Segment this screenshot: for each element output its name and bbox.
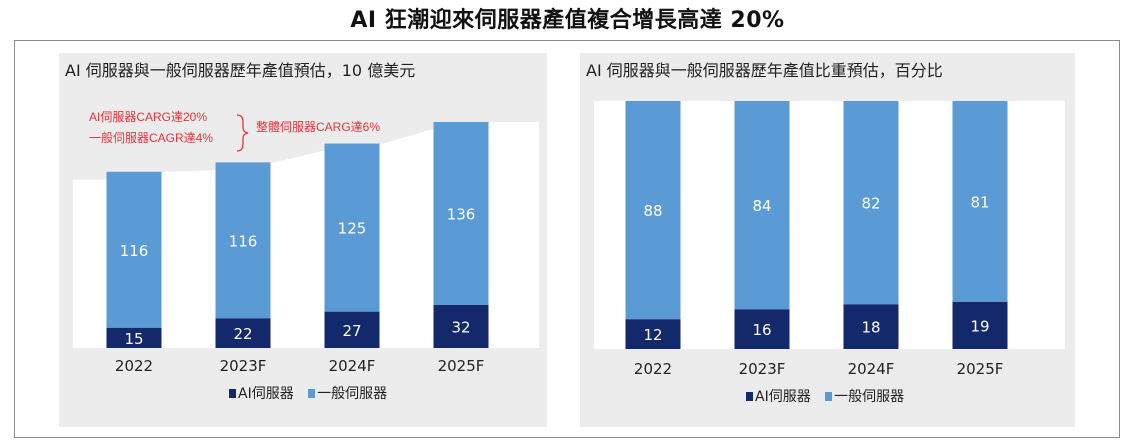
legend-swatch: [825, 392, 833, 401]
x-tick-label: 2024F: [329, 357, 376, 375]
data-label-general: 82: [861, 195, 880, 213]
annotation-general-cagr: 一般伺服器CAGR達4%: [89, 131, 214, 145]
legend-item-ai: AI伺服器: [229, 386, 294, 402]
x-tick-label: 2022: [115, 357, 153, 375]
legend-item-general: 一般伺服器: [308, 386, 387, 402]
data-label-ai: 16: [752, 321, 771, 339]
bar-ai: [625, 319, 681, 349]
data-label-ai: 27: [342, 322, 361, 340]
data-label-ai: 22: [233, 325, 252, 343]
data-label-general: 125: [338, 220, 367, 238]
data-label-general: 136: [447, 205, 476, 223]
legend-label: 一般伺服器: [317, 386, 388, 402]
plot-area: [73, 122, 539, 348]
x-tick-label: 2025F: [957, 360, 1004, 378]
panel-server-value: AI 伺服器與一般伺服器歷年產值預估，10 億美元 116 15 2022 116 22…: [59, 53, 547, 427]
bar-general: [952, 101, 1008, 302]
data-label-general: 81: [970, 193, 989, 211]
data-label-general: 116: [120, 242, 149, 260]
panel-server-share: AI 伺服器與一般伺服器歷年產值比重預估，百分比 88 12 2022 84 16 202…: [580, 53, 1075, 427]
legend: AI伺服器 一般伺服器: [229, 383, 397, 403]
bar-general: [215, 162, 271, 319]
bar-general: [106, 171, 162, 328]
chart-server-share: 88 12 2022 84 16 2023F 82 18 2024F 81 19 2025F: [594, 101, 1065, 378]
x-tick-label: 2023F: [739, 360, 786, 378]
x-tick-label: 2025F: [438, 357, 485, 375]
bar-ai: [843, 304, 899, 349]
brace-icon: [236, 114, 249, 152]
legend-label: AI伺服器: [238, 386, 294, 402]
data-label-ai: 15: [124, 330, 143, 348]
bar-general: [433, 122, 489, 305]
x-tick-label: 2023F: [220, 357, 267, 375]
bar-general: [324, 143, 380, 312]
legend-swatch: [308, 389, 316, 398]
annotation-block: AI伺服器CARG達20% 一般伺服器CAGR達4%: [89, 107, 213, 149]
legend: AI伺服器 一般伺服器: [746, 386, 914, 406]
annotation-total-cagr: 整體伺服器CARG達6%: [256, 120, 381, 134]
legend-label: AI伺服器: [755, 389, 811, 405]
legend-label: 一般伺服器: [834, 389, 905, 405]
chart-server-value: 116 15 2022 116 22 2023F 125 27 2024F 136 32 2025F: [73, 122, 539, 375]
legend-item-ai: AI伺服器: [746, 389, 811, 405]
bar-general: [625, 101, 681, 320]
legend-swatch: [746, 392, 753, 401]
data-label-ai: 32: [451, 318, 470, 336]
bar-ai: [734, 309, 790, 349]
data-label-general: 88: [643, 202, 662, 220]
page-title: AI 狂潮迎來伺服器產值複合增長高達 20%: [350, 8, 785, 33]
chart-title: AI 伺服器與一般伺服器歷年產值預估，10 億美元: [65, 61, 416, 80]
bar-ai: [952, 301, 1008, 349]
bar-ai: [324, 311, 380, 348]
annotation-ai-cagr: AI伺服器CARG達20%: [89, 110, 208, 124]
data-label-ai: 12: [643, 326, 662, 344]
x-tick-label: 2022: [634, 360, 672, 378]
x-tick-label: 2024F: [848, 360, 895, 378]
data-label-ai: 19: [970, 317, 989, 335]
legend-swatch: [229, 389, 236, 398]
data-label-ai: 18: [861, 319, 880, 337]
data-label-general: 84: [752, 197, 771, 215]
bar-ai: [106, 327, 162, 348]
bar-ai: [215, 318, 271, 348]
bar-general: [843, 101, 899, 305]
chart-title: AI 伺服器與一般伺服器歷年產值比重預估，百分比: [586, 61, 943, 80]
charts-frame: [14, 40, 1120, 438]
data-label-general: 116: [229, 232, 258, 250]
bar-general: [734, 101, 790, 310]
legend-item-general: 一般伺服器: [825, 389, 904, 405]
bar-ai: [433, 304, 489, 348]
